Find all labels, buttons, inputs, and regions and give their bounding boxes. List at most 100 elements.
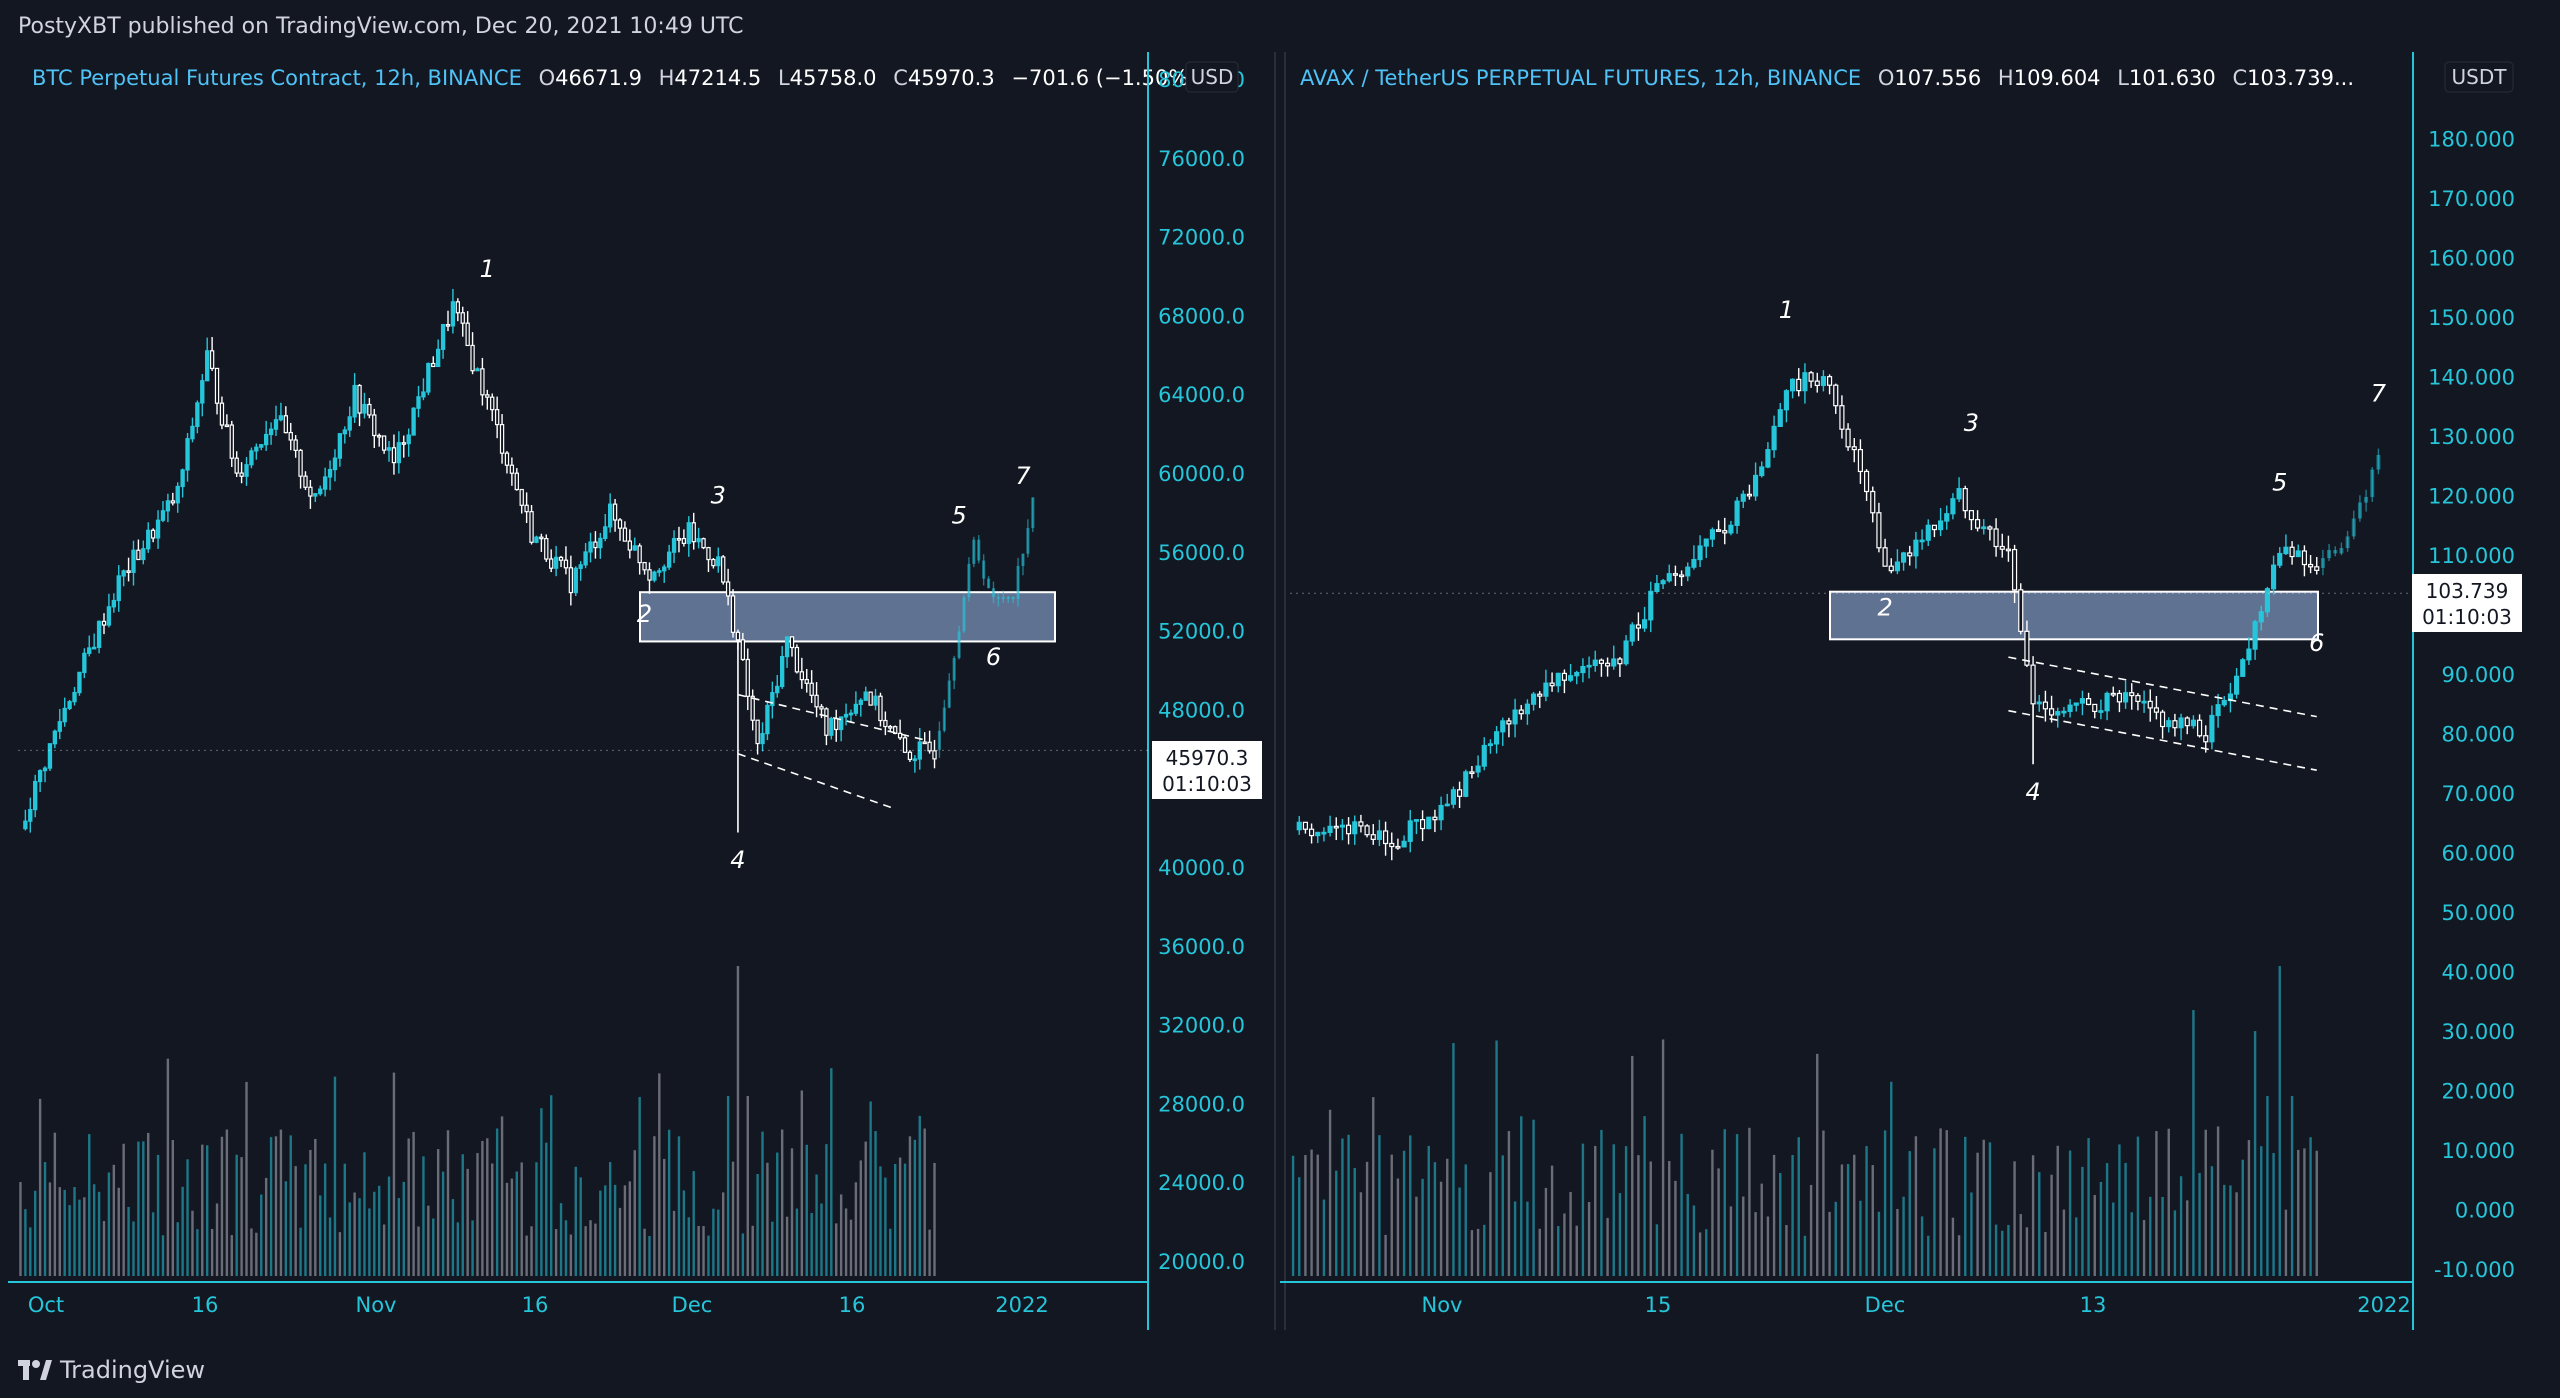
tradingview-logo[interactable]: TradingView bbox=[18, 1356, 205, 1384]
right-volume-bar bbox=[1365, 1161, 1369, 1276]
left-candle bbox=[607, 503, 613, 528]
left-volume-bar bbox=[687, 1217, 690, 1276]
right-volume-bar bbox=[1476, 1228, 1480, 1276]
left-candle bbox=[155, 519, 161, 539]
left-volume-bar bbox=[441, 1171, 445, 1276]
right-candle bbox=[1703, 538, 1709, 547]
right-y-tick: 150.000 bbox=[2428, 306, 2515, 330]
left-volume-bar bbox=[215, 1203, 219, 1276]
right-candle bbox=[1901, 552, 1907, 563]
left-chart-legend[interactable]: BTC Perpetual Futures Contract, 12h, BIN… bbox=[32, 66, 1206, 90]
left-volume-bar bbox=[250, 1228, 253, 1276]
left-candle bbox=[553, 556, 559, 569]
left-projection-candle bbox=[977, 539, 981, 561]
left-candle bbox=[431, 362, 436, 368]
left-volume-bar bbox=[613, 1184, 617, 1276]
left-volume-bar bbox=[545, 1142, 548, 1276]
right-chart-panel[interactable]: 180.000170.000160.000150.000140.000130.0… bbox=[1280, 52, 2515, 1330]
left-volume-bar bbox=[795, 1208, 799, 1276]
right-volume-bar bbox=[1674, 1180, 1677, 1276]
left-candle bbox=[745, 658, 750, 697]
right-candle bbox=[1383, 830, 1389, 845]
left-volume-bar bbox=[112, 1164, 116, 1276]
right-currency-badge[interactable]: USDT bbox=[2444, 61, 2514, 93]
left-candle bbox=[765, 704, 770, 735]
right-volume-bar bbox=[1896, 1208, 1899, 1276]
left-volume-bar bbox=[491, 1163, 494, 1276]
right-symbol-title[interactable]: AVAX / TetherUS PERPETUAL FUTURES, 12h, … bbox=[1300, 66, 1862, 90]
left-candle bbox=[381, 435, 387, 451]
right-volume-bar bbox=[2290, 1096, 2294, 1276]
left-volume-bar bbox=[107, 1172, 111, 1276]
left-projection-candle bbox=[947, 680, 951, 708]
left-volume-bar bbox=[835, 1223, 838, 1276]
right-candle bbox=[1857, 448, 1863, 473]
left-candle bbox=[28, 809, 33, 822]
left-candle bbox=[716, 556, 721, 567]
right-volume-bar bbox=[1470, 1230, 1474, 1276]
right-volume-bar bbox=[1501, 1155, 1504, 1276]
left-candle bbox=[185, 438, 190, 471]
left-volume-bar bbox=[854, 1182, 858, 1276]
left-volume-bar bbox=[790, 1148, 794, 1276]
left-volume-bar bbox=[525, 1235, 528, 1276]
left-volume-bar bbox=[741, 1233, 745, 1276]
right-candle bbox=[1642, 619, 1648, 629]
right-volume-bar bbox=[2007, 1224, 2010, 1276]
right-candle bbox=[1389, 842, 1395, 848]
right-candle bbox=[1617, 658, 1623, 665]
left-volume-bar bbox=[815, 1174, 818, 1276]
right-candle bbox=[1814, 380, 1820, 387]
left-wave-label-5: 5 bbox=[951, 501, 966, 529]
left-candle bbox=[298, 449, 303, 477]
left-candle bbox=[23, 820, 28, 830]
left-change-value: −701.6 (−1.50%) bbox=[1011, 66, 1197, 90]
left-volume-bar bbox=[913, 1139, 917, 1276]
left-candle bbox=[42, 767, 48, 772]
left-volume-bar bbox=[127, 1206, 130, 1276]
left-candle bbox=[529, 511, 534, 543]
left-x-tick: Nov bbox=[356, 1293, 397, 1317]
left-candle bbox=[863, 691, 868, 701]
right-volume-bar bbox=[1291, 1155, 1295, 1276]
left-projection-candle bbox=[1016, 565, 1020, 600]
left-currency-badge[interactable]: USD bbox=[1185, 61, 1239, 93]
left-volume-bar bbox=[515, 1171, 518, 1276]
left-x-tick: Dec bbox=[672, 1293, 713, 1317]
left-volume-bar bbox=[889, 1228, 892, 1276]
left-volume-bar bbox=[746, 1096, 749, 1276]
right-volume-bar bbox=[2136, 1136, 2140, 1276]
right-volume-bar bbox=[1748, 1127, 1751, 1276]
right-candle bbox=[2123, 692, 2129, 703]
left-candle bbox=[499, 423, 505, 454]
left-volume-bar bbox=[535, 1162, 538, 1276]
right-candle bbox=[2116, 692, 2122, 703]
left-candle bbox=[494, 409, 500, 426]
left-last-price-tag: 45970.3 01:10:03 bbox=[1152, 741, 1262, 799]
right-candle bbox=[1919, 539, 1925, 543]
left-volume-bar bbox=[520, 1162, 523, 1276]
left-candle bbox=[268, 428, 274, 436]
right-chart-legend[interactable]: AVAX / TetherUS PERPETUAL FUTURES, 12h, … bbox=[1300, 66, 2364, 90]
left-volume-bar bbox=[446, 1130, 450, 1276]
left-candle bbox=[799, 671, 805, 681]
right-volume-bar bbox=[1433, 1162, 1437, 1276]
left-wave-label-6: 6 bbox=[986, 643, 1001, 671]
right-candle bbox=[1407, 820, 1413, 842]
right-volume-bar bbox=[1495, 1040, 1498, 1276]
left-volume-bar bbox=[918, 1115, 921, 1276]
left-chart-panel[interactable]: 80000.076000.072000.068000.064000.060000… bbox=[8, 52, 1245, 1330]
right-volume-bar bbox=[2019, 1214, 2022, 1276]
right-volume-bar bbox=[1988, 1142, 1992, 1276]
right-candle bbox=[1395, 845, 1401, 849]
left-volume-bar bbox=[151, 1212, 155, 1276]
left-volume-bar bbox=[58, 1187, 61, 1276]
left-symbol-title[interactable]: BTC Perpetual Futures Contract, 12h, BIN… bbox=[32, 66, 522, 90]
left-candle bbox=[62, 707, 67, 723]
right-candle bbox=[1851, 446, 1857, 451]
left-volume-bar bbox=[884, 1177, 887, 1276]
right-volume-bar bbox=[1970, 1192, 1973, 1276]
left-candle bbox=[106, 606, 112, 626]
left-candle bbox=[524, 504, 529, 513]
